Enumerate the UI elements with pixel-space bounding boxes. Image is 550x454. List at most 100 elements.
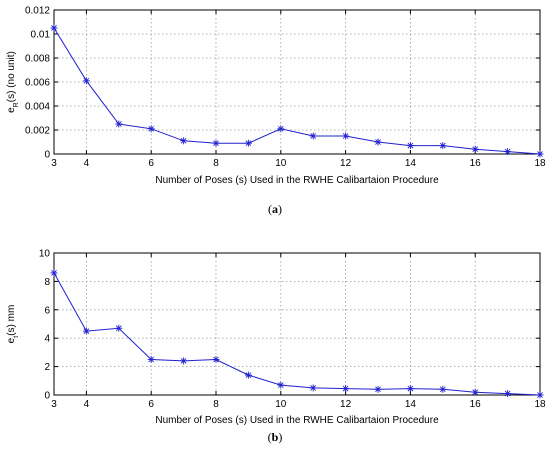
marker-stroke [213,140,219,147]
data-point [212,356,220,363]
marker-stroke [148,356,155,363]
data-point [536,391,544,399]
data-point [471,145,479,153]
marker-stroke [375,386,381,393]
marker-stroke [115,121,122,127]
series-line [53,272,541,396]
data-point [115,324,123,332]
y-axis-label: et(s) mm [6,305,20,344]
x-tick-label: 6 [148,399,154,410]
panel-caption-label: b [272,430,279,444]
data-point [374,138,382,146]
y-axis-label-subscript: R [13,102,20,107]
x-tick-label: 4 [84,158,90,169]
panel-caption: (b) [268,430,283,444]
y-tick-label: 0 [44,391,50,402]
panel-caption-open: ( [268,202,272,216]
data-point [180,357,188,365]
y-axis-label: eR(s) (no unit) [6,51,20,113]
data-point [536,150,544,158]
panel-caption-open: ( [268,430,272,444]
x-tick-label: 8 [213,399,219,410]
marker-stroke [407,142,414,149]
data-point [244,139,252,147]
x-tick-label: 12 [340,158,352,169]
marker-stroke [342,133,349,139]
marker-stroke [51,25,57,31]
panel-caption: (a) [268,202,282,216]
y-tick-label: 0.008 [25,54,50,65]
x-tick-label: 10 [275,399,287,410]
data-point [504,148,512,156]
y-tick-label: 0.012 [25,6,50,17]
marker-stroke [310,133,317,139]
y-tick-label: 4 [44,334,50,345]
data-point [50,269,58,277]
marker-stroke [537,392,543,398]
panel-caption-label: a [272,202,278,216]
y-tick-label: 6 [44,305,50,316]
x-tick-label: 3 [51,399,57,410]
x-axis-label: Number of Poses (s) Used in the RWHE Cal… [155,175,439,186]
marker-stroke [277,125,284,132]
data-point [244,371,252,379]
data-point [406,142,414,150]
marker-stroke [375,139,381,145]
data-point [439,385,447,393]
data-point [82,327,90,335]
y-axis-label-main: e [6,107,17,113]
x-tick-label: 3 [51,158,57,169]
marker-stroke [180,137,187,144]
marker-stroke [245,140,252,147]
x-tick-label: 10 [275,158,287,169]
data-point [147,356,155,363]
marker-stroke [310,385,317,391]
chart-panel-1: 3 4 6 8 10 12 14 16 18 0 0.002 0.004 0.006 0.008 0.01 0… [6,6,546,217]
marker-stroke [342,385,349,392]
y-axis-label-rest: (s) (no unit) [6,51,17,102]
marker-stroke [407,385,414,392]
y-tick-label: 0.004 [25,102,50,113]
marker-stroke [277,382,284,388]
panel-caption-close: ) [278,202,282,216]
x-tick-label: 12 [340,399,352,410]
marker-stroke [83,77,90,84]
data-point [342,385,350,393]
data-point [309,384,317,392]
x-tick-label: 6 [148,158,154,169]
series-line [53,27,541,155]
y-tick-label: 0.006 [25,78,50,89]
data-point [277,125,285,133]
data-point [180,137,188,145]
data-point [50,24,58,32]
data-point [374,385,382,393]
y-tick-label: 2 [44,362,50,373]
data-point [115,120,123,128]
y-axis-label-main: e [6,337,17,343]
x-tick-label: 8 [213,158,219,169]
data-point [504,390,512,398]
x-tick-label: 16 [470,158,482,169]
data-point [406,385,414,393]
marker-stroke [537,151,543,157]
data-point [471,388,479,396]
x-tick-label: 14 [405,399,417,410]
data-point [277,381,285,389]
marker-stroke [180,358,187,364]
marker-stroke [472,146,479,153]
data-point [439,142,447,150]
data-point [82,77,90,85]
marker-stroke [439,142,446,149]
y-tick-label: 8 [44,277,50,288]
y-axis-label-subscript: t [13,336,20,338]
x-tick-label: 14 [405,158,417,169]
y-tick-label: 0 [44,150,50,161]
plot-frame [53,252,541,396]
x-tick-label: 16 [470,399,482,410]
marker-stroke [83,328,90,334]
marker-stroke [115,325,122,332]
marker-stroke [213,356,219,363]
marker-stroke [504,390,511,397]
y-tick-label: 0.002 [25,126,50,137]
